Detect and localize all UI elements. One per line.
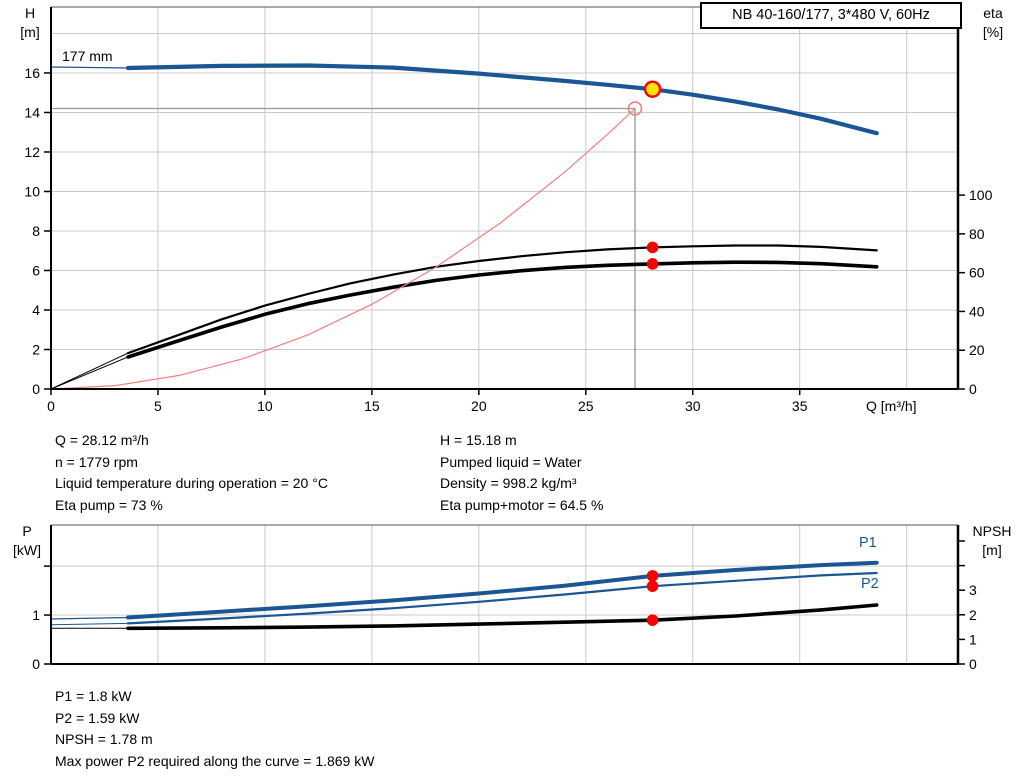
info-max-p2: Max power P2 required along the curve = … [55, 752, 375, 769]
H-axis-tick-label: 0 [32, 381, 40, 397]
series-p2-lead [50, 622, 129, 626]
NPSH-axis-tick-label: 0 [969, 656, 977, 672]
NPSH-axis-tick-label: 2 [969, 607, 977, 623]
x-axis-tick-label: 35 [792, 398, 808, 414]
series-eta-pump-motor-lead [50, 356, 129, 390]
H-axis-tick-label: 4 [32, 302, 40, 318]
info-p1: P1 = 1.8 kW [55, 688, 132, 704]
duty-point[interactable] [643, 80, 662, 98]
p-axis-label-line1: P [22, 523, 32, 539]
series-system-curve [50, 107, 636, 390]
x-axis-tick-label: 20 [471, 398, 487, 414]
H-axis-tick-label: 6 [32, 262, 40, 278]
series-p1-curve [126, 560, 879, 620]
p1-point [646, 570, 659, 582]
P-axis-tick-label: 0 [32, 656, 40, 672]
eta-axis-label: eta [%] [970, 4, 1016, 42]
x-axis-tick-label: 30 [685, 398, 701, 414]
impeller-size-label: 177 mm [62, 48, 113, 64]
info-liquid-temp: Liquid temperature during operation = 20… [55, 475, 328, 491]
H-axis-tick-label: 2 [32, 341, 40, 357]
info-q: Q = 28.12 m³/h [55, 432, 149, 448]
info-pumped-liquid: Pumped liquid = Water [440, 453, 582, 470]
h-axis-label-line1: H [24, 5, 36, 21]
series-eta-pump-motor-curve [126, 260, 879, 359]
series-eta-pump-curve [126, 244, 878, 355]
series-npsh-curve [126, 603, 879, 631]
info-eta-pump-motor: Eta pump+motor = 64.5 % [440, 496, 604, 513]
info-p2: P2 = 1.59 kW [55, 709, 140, 726]
x-axis-tick-label: 25 [578, 398, 594, 414]
qh-chart: 0 5 10 15 20 25 30 35 0 2 4 6 8 10 12 14 16 0 20 40 60 80 100 [24, 6, 993, 414]
H-axis-tick-label: 16 [24, 65, 40, 81]
info-npsh: NPSH = 1.78 m [55, 731, 153, 747]
eta-axis-label-line2: [%] [982, 24, 1004, 40]
series-eta-pump-lead [50, 352, 129, 390]
q-axis-label: Q [m³/h] [866, 398, 917, 414]
power-info: P1 = 1.8 kW P2 = 1.59 kW NPSH = 1.78 m M… [55, 686, 374, 772]
npsh-axis-label: NPSH [m] [962, 522, 1022, 560]
info-h: H = 15.18 m [440, 432, 517, 448]
x-axis-tick-label: 10 [257, 398, 273, 414]
eta-axis-label-line1: eta [983, 5, 1003, 21]
h-axis-label-line2: [m] [20, 24, 40, 40]
eta-axis-tick-label: 100 [969, 187, 993, 203]
duty-info-right: H = 15.18 m Pumped liquid = Water Densit… [440, 430, 603, 516]
pump-title-box: NB 40-160/177, 3*480 V, 60Hz [700, 2, 962, 29]
eta-axis-tick-label: 60 [969, 265, 985, 281]
x-axis-tick-label: 15 [364, 398, 380, 414]
requested-duty-point [627, 101, 643, 116]
npsh-axis-label-line2: [m] [982, 542, 1002, 558]
H-axis-tick-label: 12 [24, 144, 40, 160]
eta-axis-tick-label: 0 [969, 381, 977, 397]
eta-axis-tick-label: 80 [969, 226, 985, 242]
eta-axis-tick-label: 40 [969, 303, 985, 319]
info-density: Density = 998.2 kg/m³ [440, 475, 577, 491]
series-p1-lead [50, 616, 129, 620]
npsh-axis-label-line1: NPSH [972, 523, 1012, 539]
h-axis-label: H [m] [12, 4, 48, 42]
H-axis-tick-label: 10 [24, 183, 40, 199]
p-axis-label: P [kW] [6, 522, 48, 560]
p2-point [646, 580, 659, 592]
x-axis-tick-label: 0 [47, 398, 55, 414]
H-axis-tick-label: 14 [24, 104, 40, 120]
eta-axis-tick-label: 20 [969, 342, 985, 358]
eta-pump-motor-point [646, 258, 659, 270]
power-npsh-chart: 0 1 0 1 2 3 [32, 524, 977, 672]
series-pump-curve-177mm [125, 63, 879, 136]
p-axis-label-line2: [kW] [13, 542, 41, 558]
NPSH-axis-tick-label: 1 [969, 631, 977, 647]
series-p2-curve [126, 571, 878, 625]
p1-curve-label: P1 [859, 535, 877, 551]
NPSH-axis-tick-label: 3 [969, 582, 977, 598]
npsh-point [646, 614, 659, 627]
P-axis-tick-label: 1 [32, 607, 40, 623]
p2-curve-label: P2 [861, 576, 879, 592]
info-n: n = 1779 rpm [55, 453, 138, 470]
eta-pump-point [646, 241, 659, 254]
pump-title: NB 40-160/177, 3*480 V, 60Hz [732, 7, 930, 23]
duty-info-left: Q = 28.12 m³/h n = 1779 rpm Liquid tempe… [55, 430, 328, 516]
x-axis-tick-label: 5 [154, 398, 162, 414]
H-axis-tick-label: 8 [32, 223, 40, 239]
info-eta-pump: Eta pump = 73 % [55, 496, 163, 513]
series-pump-curve-lead [50, 66, 129, 69]
